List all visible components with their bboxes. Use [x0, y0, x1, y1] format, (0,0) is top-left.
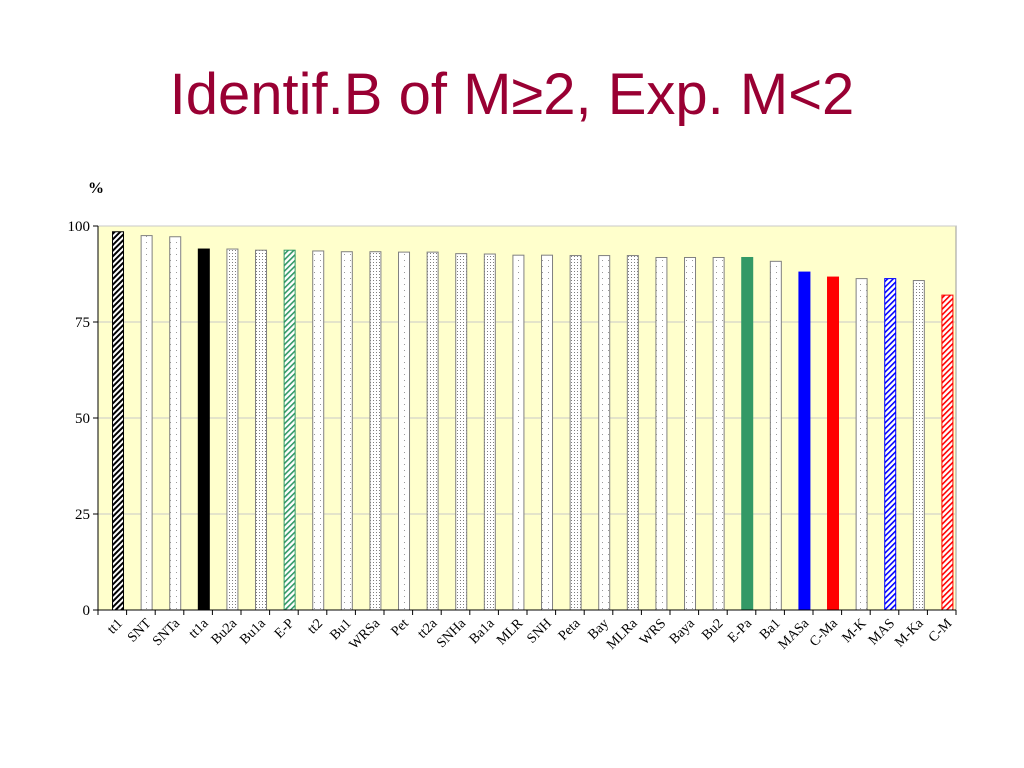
bar-e-p: [283, 249, 296, 611]
bar-snt: [140, 235, 153, 611]
bar-m-ka: [912, 280, 925, 611]
bar-wrs: [655, 256, 668, 611]
x-tick-label: SNH: [524, 616, 554, 646]
bar-bu1: [340, 251, 353, 611]
slide-title: Identif.B of M≥2, Exp. M<2: [169, 62, 855, 127]
bar-m-k: [855, 278, 868, 611]
x-tick-label: Bu1a: [237, 616, 269, 648]
bar-tt2a: [426, 251, 439, 611]
x-tick-label: MASa: [776, 616, 813, 653]
bar-bu1a: [255, 249, 268, 611]
bar-wrsa: [369, 251, 382, 611]
x-tick-label: MAS: [866, 616, 898, 648]
bar-bu2a: [226, 248, 239, 611]
bar-tt1: [112, 231, 125, 611]
bar-mlr: [512, 254, 525, 611]
x-tick-label: M-K: [840, 616, 870, 646]
x-tick-label: C-M: [926, 616, 956, 646]
bar-mas: [884, 278, 897, 611]
bar-bay: [598, 255, 611, 611]
bar-peta: [569, 255, 582, 611]
bar-snta: [169, 236, 182, 611]
gridlines: [98, 225, 956, 515]
bar-pet: [398, 251, 411, 611]
y-tick-label: 50: [75, 411, 90, 427]
y-tick-label: 75: [75, 315, 90, 331]
x-tick-label: tt2: [305, 616, 326, 637]
x-tick-label: E-P: [272, 616, 298, 642]
x-tick-label: SNHa: [434, 616, 469, 651]
bar-c-m: [941, 294, 954, 611]
y-tick-label: 100: [68, 219, 91, 235]
x-tick-label: WRSa: [347, 616, 384, 653]
bar-c-ma: [827, 276, 840, 611]
x-tick-label: Baya: [667, 616, 699, 648]
x-tick-label: MLRa: [604, 616, 641, 653]
bar-ba1: [769, 260, 782, 611]
x-tick-label: M-Ka: [892, 616, 927, 651]
x-tick-label: WRS: [637, 616, 669, 648]
x-tick-label: SNT: [125, 616, 155, 646]
x-tick-label: C-Ma: [807, 616, 841, 650]
bar-baya: [684, 256, 697, 611]
bar-mlra: [626, 255, 639, 611]
x-tick-label: Peta: [556, 616, 584, 644]
y-tick-label: 25: [75, 507, 90, 523]
y-axis-label: %: [88, 180, 104, 197]
y-ticks: 0 25 50 75 100: [68, 219, 98, 619]
bar-ba1a: [483, 253, 496, 611]
x-tick-label: Pet: [389, 616, 412, 639]
x-tick-label: Ba1a: [467, 616, 499, 648]
bar-e-pa: [741, 256, 754, 611]
x-tick-label: Bu2a: [209, 616, 241, 648]
x-tick-label: SNTa: [150, 616, 184, 650]
bar-tt1a: [197, 248, 210, 611]
bar-snha: [455, 253, 468, 611]
bar-tt2: [312, 250, 325, 611]
y-tick-label: 0: [83, 603, 91, 619]
bar-snh: [541, 254, 554, 611]
x-tick-label: MLR: [494, 616, 527, 649]
bar-bu2: [712, 256, 725, 611]
x-tick-label: E-Pa: [725, 616, 755, 646]
x-tick-label: tt1: [105, 616, 126, 637]
x-tick-label: Bu2: [699, 616, 726, 643]
bar-masa: [798, 271, 811, 611]
